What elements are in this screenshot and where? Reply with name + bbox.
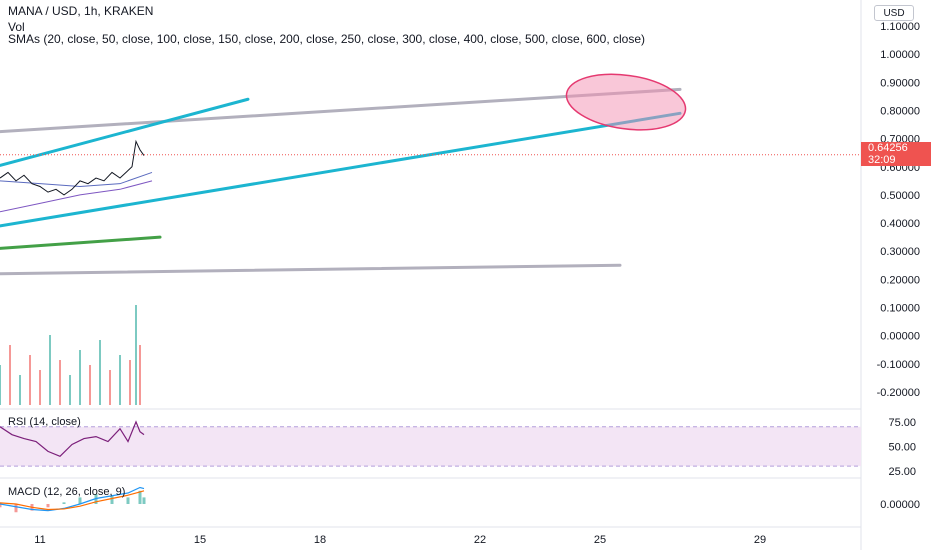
sma-legend: SMAs (20, close, 50, close, 100, close, …	[8, 32, 646, 46]
time-tick-label: 18	[314, 534, 326, 546]
symbol-title: MANA / USD, 1h, KRAKEN	[8, 4, 154, 18]
volume-bar	[89, 365, 91, 405]
macd-histogram-bar	[0, 504, 2, 508]
macd-histogram-bar	[62, 502, 66, 504]
price-tick-label: 1.00000	[880, 49, 920, 61]
volume-bar	[109, 370, 111, 405]
price-tick-label: 0.00000	[880, 331, 920, 343]
trendline	[0, 111, 682, 228]
signal-line	[0, 490, 145, 511]
countdown-badge: 32:09	[861, 154, 931, 166]
volume-bar	[79, 350, 81, 405]
price-tick-label: 1.10000	[880, 21, 920, 33]
rsi-line	[0, 420, 145, 458]
rsi-band	[0, 426, 861, 467]
price-tick-label: 0.20000	[880, 274, 920, 286]
trendline	[0, 97, 250, 167]
volume-bar	[119, 355, 121, 405]
price-tick-label: 0.80000	[880, 106, 920, 118]
time-tick-label: 11	[34, 534, 45, 546]
macd-tick-label: 0.00000	[880, 499, 920, 511]
volume-bar	[135, 305, 137, 405]
rsi-tick-label: 75.00	[888, 417, 916, 429]
volume-legend: Vol	[8, 20, 25, 34]
volume-bar	[59, 360, 61, 405]
volume-bar	[29, 355, 31, 405]
price-tick-label: 0.10000	[880, 303, 920, 315]
volume-bar	[129, 360, 131, 405]
price-tick-label: 0.50000	[880, 190, 920, 202]
volume-bar	[49, 335, 51, 405]
volume-bar	[39, 370, 41, 405]
last-price-badge: 0.64256	[861, 142, 931, 154]
price-tick-label: 0.30000	[880, 246, 920, 258]
volume-bar	[19, 375, 21, 405]
sma-line	[0, 171, 153, 187]
price-tick-label: 0.90000	[880, 77, 920, 89]
trendline	[0, 235, 162, 250]
macd-histogram-bar	[126, 497, 130, 504]
currency-button[interactable]: USD	[874, 5, 914, 21]
volume-bar	[139, 345, 141, 405]
rsi-legend: RSI (14, close)	[8, 416, 81, 428]
price-tick-label: -0.10000	[877, 359, 920, 371]
time-tick-label: 25	[594, 534, 606, 546]
trendline	[0, 263, 622, 276]
macd-line	[0, 486, 145, 512]
rsi-tick-label: 50.00	[888, 441, 916, 453]
macd-histogram-bar	[138, 490, 142, 504]
time-tick-label: 15	[194, 534, 206, 546]
rsi-tick-label: 25.00	[888, 466, 916, 478]
price-line	[0, 139, 145, 196]
time-tick-label: 22	[474, 534, 486, 546]
macd-histogram-bar	[110, 495, 114, 504]
sma-line	[0, 180, 153, 213]
volume-bar	[69, 375, 71, 405]
macd-legend: MACD (12, 26, close, 9)	[8, 486, 126, 498]
volume-bar	[9, 345, 11, 405]
macd-histogram-bar	[142, 497, 146, 504]
macd-histogram-bar	[78, 497, 82, 504]
price-tick-label: 0.40000	[880, 218, 920, 230]
price-tick-label: -0.20000	[877, 387, 920, 399]
volume-bar	[99, 340, 101, 405]
time-tick-label: 29	[754, 534, 766, 546]
macd-histogram-bar	[14, 504, 18, 513]
volume-bar	[0, 365, 1, 405]
macd-histogram-bar	[46, 504, 50, 508]
highlight-ellipse	[565, 73, 687, 131]
